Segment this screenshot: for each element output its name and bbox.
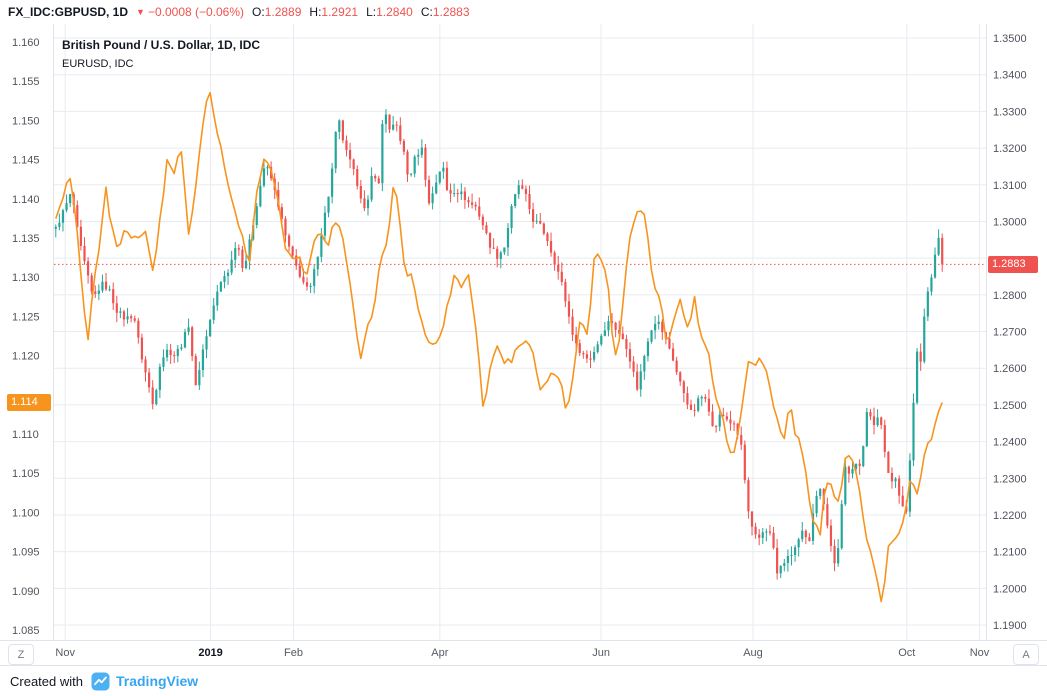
ohlc-low: L:1.2840 [366, 5, 413, 19]
time-axis-label: Nov [55, 647, 75, 659]
price-chart-canvas[interactable]: 1.1900 1.2000 1.2100 1.2200 1.2300 1.2400 1.25… [0, 24, 1047, 640]
svg-text:1.3200: 1.3200 [993, 143, 1027, 155]
svg-text:1.3500: 1.3500 [993, 33, 1027, 45]
svg-text:1.100: 1.100 [12, 507, 40, 519]
time-axis-label: Nov [969, 647, 990, 659]
close-label: C: [420, 5, 433, 19]
ohlc-high: H:1.2921 [309, 5, 358, 19]
high-value: 1.2921 [321, 5, 359, 19]
svg-text:1.085: 1.085 [12, 625, 40, 637]
symbol-title[interactable]: FX_IDC:GBPUSD, 1D [8, 5, 129, 19]
timezone-button[interactable]: Z [8, 644, 34, 665]
price-change: −0.0008 (−0.06%) [147, 5, 245, 19]
open-value: 1.2889 [264, 5, 302, 19]
svg-text:1.130: 1.130 [12, 272, 40, 284]
time-axis-label: Apr [431, 647, 449, 659]
ohlc-open: O:1.2889 [252, 5, 301, 19]
time-axis-label: Aug [743, 647, 763, 659]
axis-tick-labels[interactable]: 1.1900 1.2000 1.2100 1.2200 1.2300 1.2400 1.25… [12, 33, 1027, 637]
time-axis-label: 2019 [198, 647, 223, 659]
down-arrow-icon: ▼ [136, 7, 145, 17]
svg-text:1.160: 1.160 [12, 37, 40, 49]
overlay-series-legend[interactable]: EURUSD, IDC [62, 58, 134, 70]
svg-text:1.105: 1.105 [12, 468, 40, 480]
time-axis[interactable]: Z A Nov 2019 Feb Apr Jun Aug Oct Nov [0, 640, 1047, 666]
eurusd-line-series [54, 91, 986, 603]
svg-text:1.145: 1.145 [12, 155, 40, 167]
svg-text:1.095: 1.095 [12, 547, 40, 559]
svg-text:1.1900: 1.1900 [993, 620, 1027, 632]
svg-text:1.2700: 1.2700 [993, 327, 1027, 339]
low-label: L: [366, 5, 377, 19]
tradingview-wordmark[interactable]: TradingView [115, 673, 199, 689]
time-axis-label: Oct [898, 647, 916, 659]
svg-text:1.090: 1.090 [12, 586, 40, 598]
tradingview-logo-icon[interactable] [91, 672, 110, 691]
autoscale-button[interactable]: A [1013, 644, 1039, 665]
grid-lines [53, 24, 987, 640]
low-value: 1.2840 [376, 5, 413, 19]
svg-text:1.155: 1.155 [12, 76, 40, 88]
svg-text:1.3000: 1.3000 [993, 216, 1027, 228]
close-value: 1.2883 [432, 5, 470, 19]
chart-legend: British Pound / U.S. Dollar, 1D, IDC EUR… [62, 36, 260, 74]
svg-text:1.125: 1.125 [12, 311, 40, 323]
high-label: H: [309, 5, 322, 19]
svg-text:1.2100: 1.2100 [993, 547, 1027, 559]
svg-text:1.2600: 1.2600 [993, 363, 1027, 375]
svg-text:1.2500: 1.2500 [993, 400, 1027, 412]
svg-text:1.150: 1.150 [12, 115, 40, 127]
last-price-label-gbpusd: 1.2883 [988, 255, 1038, 273]
last-price-label-eurusd: 1.114 [7, 394, 51, 412]
svg-text:1.3100: 1.3100 [993, 180, 1027, 192]
open-label: O: [252, 5, 265, 19]
svg-text:1.135: 1.135 [12, 233, 40, 245]
svg-text:1.120: 1.120 [12, 351, 40, 363]
created-with-text: Created with [10, 673, 83, 689]
svg-text:1.3300: 1.3300 [993, 106, 1027, 118]
time-axis-label: Jun [592, 647, 610, 659]
time-axis-label: Feb [284, 647, 303, 659]
attribution-footer: Created with TradingView [0, 666, 1047, 696]
ohlc-close: C:1.2883 [421, 5, 470, 19]
chart-area[interactable]: 1.1900 1.2000 1.2100 1.2200 1.2300 1.2400 1.25… [0, 24, 1047, 640]
svg-text:1.2200: 1.2200 [993, 510, 1027, 522]
svg-text:1.2800: 1.2800 [993, 290, 1027, 302]
svg-text:1.2000: 1.2000 [993, 583, 1027, 595]
main-series-legend[interactable]: British Pound / U.S. Dollar, 1D, IDC [62, 38, 261, 52]
svg-text:1.2300: 1.2300 [993, 473, 1027, 485]
symbol-info-bar: FX_IDC:GBPUSD, 1D ▼ −0.0008 (−0.06%) O:1… [0, 0, 1047, 24]
candlestick-series [54, 109, 944, 580]
svg-text:1.140: 1.140 [12, 194, 40, 206]
svg-text:1.2400: 1.2400 [993, 437, 1027, 449]
svg-text:1.110: 1.110 [12, 429, 39, 441]
svg-text:1.3400: 1.3400 [993, 70, 1027, 82]
